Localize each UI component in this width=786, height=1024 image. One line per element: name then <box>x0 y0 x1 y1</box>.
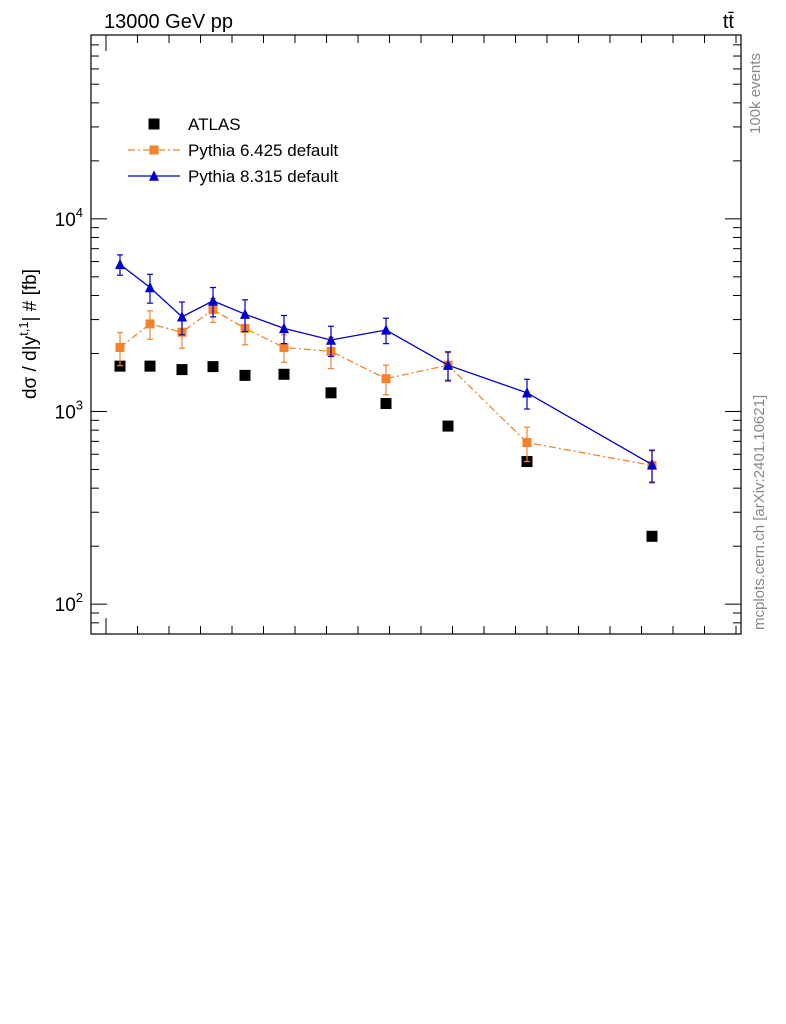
source-label: mcplots.cern.ch [arXiv:2401.10621] <box>751 395 768 630</box>
legend-label: Pythia 6.425 default <box>188 141 339 160</box>
data-point <box>177 311 187 322</box>
data-point <box>443 359 453 370</box>
data-point <box>208 295 218 306</box>
data-point <box>240 308 250 319</box>
data-series <box>114 254 658 542</box>
data-point <box>279 342 289 352</box>
y-tick-labels: 102 103 104 <box>55 205 83 616</box>
process-label: tt̄ <box>723 11 735 33</box>
data-point <box>381 374 391 384</box>
legend-marker <box>148 118 160 130</box>
legend-label: Pythia 8.315 default <box>188 167 339 186</box>
data-point <box>326 334 336 345</box>
series-pythia-8-315-default <box>115 254 657 483</box>
y-tick-label: 103 <box>55 397 83 423</box>
y-tick-label: 102 <box>55 590 83 616</box>
data-point <box>380 398 392 410</box>
data-point <box>144 360 156 372</box>
data-point <box>176 364 188 376</box>
data-point <box>239 369 251 381</box>
data-point <box>325 387 337 399</box>
series-line <box>119 263 653 466</box>
data-point <box>442 420 454 432</box>
events-label: 100k events <box>747 53 764 134</box>
data-point <box>207 361 219 373</box>
header-title: 13000 GeV pp <box>104 11 233 33</box>
legend-marker <box>149 145 159 155</box>
data-point <box>522 387 532 398</box>
y-tick-label: 104 <box>55 205 83 231</box>
legend-label: ATLAS <box>188 115 241 134</box>
data-point <box>381 324 391 335</box>
data-point <box>646 530 658 542</box>
axis-ticks <box>91 34 741 635</box>
data-point <box>647 458 657 470</box>
data-point <box>145 281 155 293</box>
data-point <box>115 258 125 270</box>
plot-frame <box>90 34 742 635</box>
legend: ATLAS Pythia 6.425 default Pythia 8.315 de… <box>128 115 339 186</box>
data-point <box>278 368 290 380</box>
data-point <box>145 319 155 329</box>
data-point <box>115 342 125 352</box>
y-axis-title: dσ / d|yt,1| # [fb] <box>16 269 41 399</box>
data-point <box>522 438 532 448</box>
data-point <box>279 322 289 334</box>
legend-marker <box>149 170 159 181</box>
